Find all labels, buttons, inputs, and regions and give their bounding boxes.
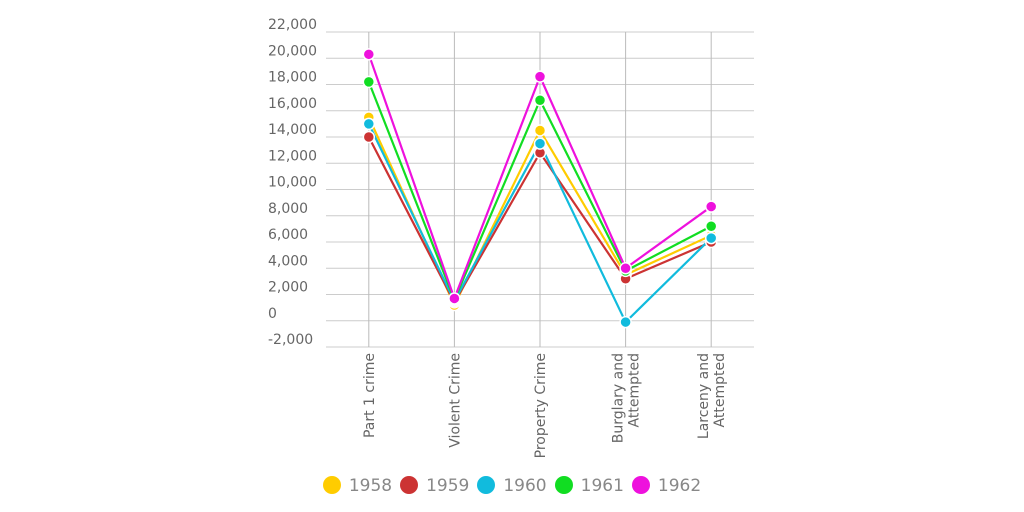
x-axis-labels: Part 1 crime Violent Crime Property Crime B…: [362, 353, 728, 458]
data-point-1962[interactable]: [448, 292, 461, 305]
x-tick-label: Property Crime: [533, 353, 549, 458]
data-point-1962[interactable]: [619, 262, 632, 275]
legend-item-1962[interactable]: 1962: [631, 476, 702, 496]
y-tick-label: 2,000: [268, 280, 308, 296]
data-point-1961[interactable]: [533, 94, 547, 107]
data-point-1958[interactable]: [533, 124, 547, 137]
legend-item-1961[interactable]: 1961: [554, 476, 624, 496]
legend-label: 1959: [426, 476, 470, 496]
data-point-1960[interactable]: [619, 315, 632, 329]
y-tick-label: 12,000: [268, 148, 317, 164]
x-tick-label: Attempted: [627, 353, 643, 427]
legend-label: 1960: [503, 476, 547, 496]
legend-item-1958[interactable]: 1958: [322, 476, 393, 496]
y-tick-label: 18,000: [268, 70, 317, 86]
y-tick-label: 0: [268, 306, 277, 322]
line-chart: -2,000 0 2,000 4,000 6,000 8,000 10,000 12,000 1…: [268, 17, 754, 458]
grid: [326, 31, 754, 348]
legend-swatch: [400, 476, 419, 494]
x-tick-label: Burglary and: [611, 353, 627, 443]
data-point-1961[interactable]: [362, 75, 376, 89]
legend-swatch: [477, 476, 496, 494]
legend-label: 1958: [348, 476, 393, 496]
legend: 1958 1959 1960 1961 1962: [0, 476, 1024, 496]
data-point-1960[interactable]: [533, 137, 547, 150]
legend-item-1960[interactable]: 1960: [477, 476, 547, 496]
y-axis-ticks: -2,000 0 2,000 4,000 6,000 8,000 10,000 12,000 1…: [268, 17, 317, 348]
y-tick-label: 16,000: [268, 96, 317, 112]
y-tick-label: 10,000: [268, 175, 317, 191]
legend-swatch: [554, 476, 573, 494]
data-point-1959[interactable]: [362, 130, 376, 144]
x-tick-label: Part 1 crime: [362, 353, 378, 438]
y-tick-label: -2,000: [268, 332, 313, 348]
data-point-1962[interactable]: [704, 200, 718, 213]
data-point-1960[interactable]: [362, 117, 376, 131]
data-point-1960[interactable]: [704, 231, 718, 245]
legend-swatch: [631, 476, 650, 494]
legend-item-1959[interactable]: 1959: [400, 476, 469, 496]
x-tick-label: Attempted: [712, 353, 728, 427]
series-points: [362, 48, 718, 329]
y-tick-label: 20,000: [268, 43, 317, 59]
legend-label: 1962: [657, 476, 702, 496]
data-point-1962[interactable]: [362, 48, 376, 61]
data-point-1962[interactable]: [533, 70, 547, 83]
y-tick-label: 14,000: [268, 122, 317, 138]
y-tick-label: 6,000: [268, 227, 308, 243]
y-tick-label: 4,000: [268, 253, 308, 269]
x-tick-label: Larceny and: [696, 353, 712, 439]
legend-swatch: [322, 476, 341, 494]
data-point-1961[interactable]: [704, 220, 718, 233]
y-tick-label: 8,000: [268, 201, 308, 217]
y-tick-label: 22,000: [268, 17, 317, 33]
legend-label: 1961: [580, 476, 624, 496]
x-tick-label: Violent Crime: [447, 353, 463, 448]
